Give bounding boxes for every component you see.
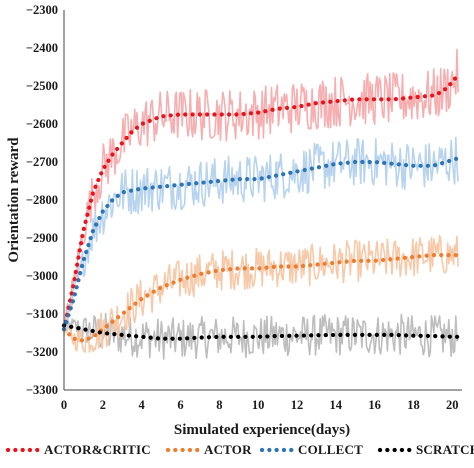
y-tick-label: −2400 [26,41,58,55]
x-tick-label: 10 [252,398,265,412]
y-tick-labels: −2300 −2400 −2500 −2600 −2700 −2800 −2900 −3000… [26,3,58,397]
raw-trace-actor [63,234,459,354]
y-tick-label: −3300 [26,383,58,397]
series-line-scratch [61,323,461,341]
y-tick-label: −3200 [26,345,58,359]
x-tick-label: 6 [177,398,183,412]
y-tick-label: −2700 [26,155,58,169]
y-tick-label: −2800 [26,193,58,207]
legend-label: COLLECT [298,442,363,457]
y-tick-label: −3100 [26,307,58,321]
y-tick-label: −3000 [26,269,58,283]
y-tick-label: −2500 [26,79,58,93]
legend: ACTOR&CRITIC ACTOR COLLECT SCRATCH [5,442,474,457]
x-axis-title: Simulated experience(days) [174,422,350,438]
axes [63,10,462,391]
y-axis-title: Orientation reward [6,137,22,263]
x-tick-label: 16 [368,398,381,412]
legend-label: SCRATCH [416,442,474,457]
x-tick-label: 0 [61,398,67,412]
x-tick-label: 18 [407,398,420,412]
y-tick-label: −2900 [26,231,58,245]
smoothed-dotted-series [61,72,461,343]
y-tick-label: −2600 [26,117,58,131]
legend-label: ACTOR [204,442,252,457]
raw-trace-actor-critic [63,48,459,324]
x-tick-labels: 0 2 4 6 8 10 12 14 16 18 20 [61,398,459,412]
x-tick-label: 8 [216,398,222,412]
legend-label: ACTOR&CRITIC [44,442,151,457]
y-tick-label: −2300 [26,3,58,17]
raw-trace-collect [63,136,459,329]
series-line-collect [61,156,461,332]
x-tick-label: 14 [330,398,343,412]
series-line-actor [61,253,461,343]
x-tick-label: 4 [139,398,146,412]
x-tick-label: 20 [446,398,459,412]
x-tick-label: 12 [291,398,304,412]
x-tick-label: 2 [100,398,106,412]
